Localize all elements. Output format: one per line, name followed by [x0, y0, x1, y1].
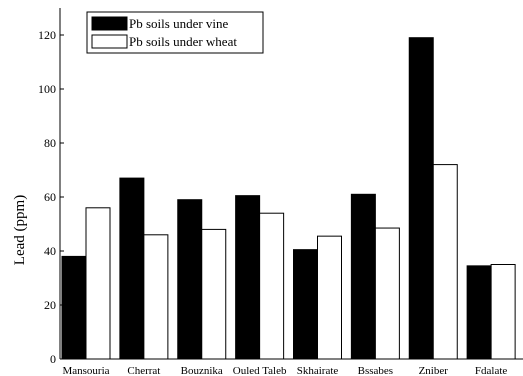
- bar-vine: [408, 37, 434, 360]
- bar-vine: [235, 195, 261, 360]
- y-tick-label: 40: [44, 244, 56, 258]
- bar-wheat: [374, 227, 400, 360]
- legend-label: Pb soils under vine: [129, 16, 229, 31]
- legend-swatch: [91, 16, 128, 31]
- category-labels: Mansouria Cherrat Bouznika Ouled Taleb Skhai…: [62, 365, 507, 376]
- bar-wheat: [85, 207, 111, 360]
- bar-wheat: [490, 264, 516, 360]
- y-tick-label: 20: [44, 298, 56, 312]
- legend: Pb soils under vine Pb soils under wheat: [86, 11, 264, 54]
- x-tick-label: Mansouria: [62, 365, 109, 376]
- x-tick-label: Fdalate: [475, 365, 507, 376]
- bar-vine: [293, 249, 318, 360]
- y-axis-label: Lead (ppm): [12, 195, 28, 265]
- x-tick-label: Bouznika: [181, 365, 223, 376]
- x-tick-label: Zniber: [419, 365, 449, 376]
- bar-vine: [61, 255, 87, 360]
- bar-wheat: [432, 164, 458, 360]
- bar-vine: [119, 177, 145, 360]
- bar-wheat: [317, 235, 342, 360]
- legend-swatch: [91, 34, 128, 49]
- y-tick-label: 100: [38, 82, 56, 96]
- bar-wheat: [259, 212, 285, 360]
- bar-vine: [177, 199, 203, 360]
- legend-label: Pb soils under wheat: [129, 34, 237, 49]
- bar-vine: [350, 193, 376, 360]
- bar-wheat: [143, 234, 169, 360]
- y-tick-label: 60: [44, 190, 56, 204]
- bars: [61, 37, 516, 360]
- bar-wheat: [201, 228, 227, 360]
- y-tick-label: 120: [38, 28, 56, 42]
- x-tick-label: Cherrat: [127, 365, 160, 376]
- y-tick-label: 80: [44, 136, 56, 150]
- x-tick-label: Ouled Taleb: [233, 365, 287, 376]
- y-tick-label: 0: [50, 352, 56, 366]
- x-tick-label: Bssabes: [358, 365, 393, 376]
- x-tick-label: Skhairate: [297, 365, 339, 376]
- bar-vine: [466, 265, 492, 360]
